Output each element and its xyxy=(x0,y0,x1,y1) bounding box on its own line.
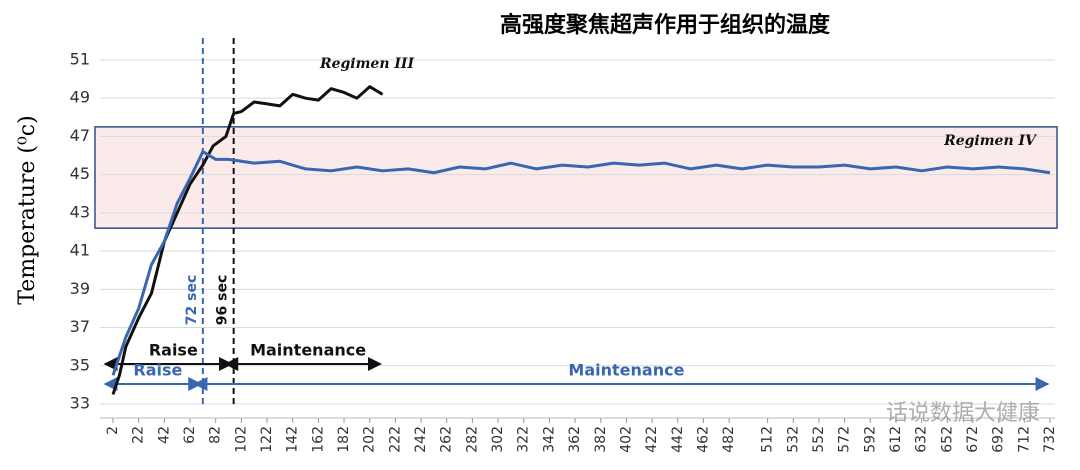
x-tick-label: 262 xyxy=(439,426,455,453)
x-tick-label: 62 xyxy=(182,426,198,444)
series-line xyxy=(111,150,1051,376)
x-tick-label: 422 xyxy=(644,426,660,453)
x-tick-label: 42 xyxy=(156,426,172,444)
y-tick-label: 45 xyxy=(70,164,90,183)
y-tick-label: 33 xyxy=(70,394,90,413)
y-tick-label: 37 xyxy=(70,317,90,336)
x-tick-label: 612 xyxy=(888,426,904,453)
y-tick-label: 47 xyxy=(70,126,90,145)
x-tick-label: 22 xyxy=(131,426,147,444)
x-tick-label: 442 xyxy=(670,426,686,453)
x-tick-label: 222 xyxy=(387,426,403,453)
y-tick-label: 39 xyxy=(70,279,90,298)
phase-label: Raise xyxy=(149,341,198,360)
x-tick-label: 102 xyxy=(233,426,249,453)
x-tick-label: 142 xyxy=(285,426,301,453)
x-tick-label: 82 xyxy=(208,426,224,444)
x-tick-label: 342 xyxy=(541,426,557,453)
x-tick-label: 712 xyxy=(1016,426,1032,453)
phase-label: Raise xyxy=(133,361,182,380)
y-tick-label: 49 xyxy=(70,88,90,107)
x-tick-label: 162 xyxy=(310,426,326,453)
y-axis-label: Temperature (⁰c) xyxy=(15,115,40,304)
x-tick-label: 652 xyxy=(939,426,955,453)
phase-label: Maintenance xyxy=(250,341,366,360)
x-tick-label: 122 xyxy=(259,426,275,453)
chart-title: 高强度聚焦超声作用于组织的温度 xyxy=(500,12,831,38)
phase-label: Maintenance xyxy=(568,361,684,380)
x-tick-label: 462 xyxy=(695,426,711,453)
x-tick-label: 242 xyxy=(413,426,429,453)
y-tick-label: 41 xyxy=(70,241,90,260)
series-line xyxy=(111,85,384,395)
x-tick-label: 282 xyxy=(464,426,480,453)
x-tick-label: 732 xyxy=(1042,426,1058,453)
x-tick-label: 482 xyxy=(721,426,737,453)
x-tick-label: 632 xyxy=(914,426,930,453)
x-tick-label: 592 xyxy=(862,426,878,453)
marker-label: 72 sec xyxy=(184,275,200,325)
x-tick-label: 572 xyxy=(837,426,853,453)
x-tick-label: 402 xyxy=(618,426,634,453)
x-tick-label: 532 xyxy=(785,426,801,453)
x-tick-label: 322 xyxy=(516,426,532,453)
x-tick-label: 692 xyxy=(991,426,1007,453)
series-label: Regimen IV xyxy=(943,133,1038,149)
y-tick-label: 35 xyxy=(70,355,90,374)
x-tick-label: 382 xyxy=(593,426,609,453)
y-tick-label: 43 xyxy=(70,202,90,221)
x-tick-label: 362 xyxy=(567,426,583,453)
x-tick-label: 2 xyxy=(105,426,121,435)
y-tick-label: 51 xyxy=(70,49,90,68)
series-label: Regimen III xyxy=(319,56,415,72)
x-tick-label: 512 xyxy=(760,426,776,453)
x-tick-label: 182 xyxy=(336,426,352,453)
target-band xyxy=(94,126,1058,229)
x-tick-label: 552 xyxy=(811,426,827,453)
x-tick-label: 202 xyxy=(362,426,378,453)
x-tick-label: 672 xyxy=(965,426,981,453)
marker-label: 96 sec xyxy=(215,275,231,325)
watermark: 话说数据大健康 xyxy=(886,401,1040,426)
x-tick-label: 302 xyxy=(490,426,506,453)
